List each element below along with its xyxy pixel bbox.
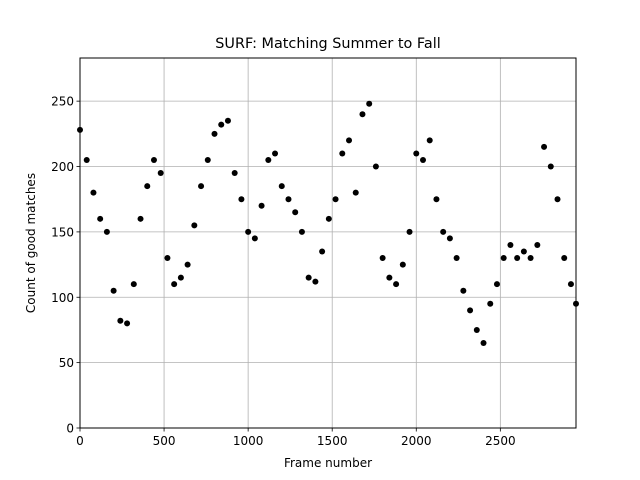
data-point xyxy=(419,156,426,163)
data-point xyxy=(130,281,137,288)
data-point xyxy=(110,287,117,294)
y-tick-label: 50 xyxy=(59,356,74,370)
data-point xyxy=(137,215,144,222)
data-point xyxy=(440,228,447,235)
data-point xyxy=(500,255,507,262)
data-point xyxy=(278,183,285,190)
data-point xyxy=(399,261,406,268)
x-tick-label: 1500 xyxy=(317,434,348,448)
x-tick-label: 2500 xyxy=(485,434,516,448)
y-tick-label: 200 xyxy=(51,160,74,174)
data-point xyxy=(238,196,245,203)
data-point xyxy=(480,340,487,347)
data-point xyxy=(285,196,292,203)
data-point xyxy=(251,235,258,242)
data-point xyxy=(372,163,379,170)
y-tick-label: 100 xyxy=(51,291,74,305)
data-point xyxy=(224,117,231,124)
data-point xyxy=(520,248,527,255)
data-point xyxy=(312,278,319,285)
data-point xyxy=(231,170,238,177)
data-point xyxy=(157,170,164,177)
chart-title: SURF: Matching Summer to Fall xyxy=(215,36,440,52)
data-point xyxy=(184,261,191,268)
x-tick-label: 500 xyxy=(153,434,176,448)
data-point xyxy=(514,255,521,262)
data-point xyxy=(406,228,413,235)
data-point xyxy=(359,111,366,118)
x-tick-label: 0 xyxy=(76,434,84,448)
data-point xyxy=(346,137,353,144)
data-point xyxy=(393,281,400,288)
data-point xyxy=(433,196,440,203)
data-point xyxy=(218,121,225,128)
data-point xyxy=(487,300,494,307)
data-points xyxy=(77,100,579,347)
data-point xyxy=(426,137,433,144)
y-tick-label: 250 xyxy=(51,95,74,109)
data-point xyxy=(453,255,460,262)
data-point xyxy=(446,235,453,242)
data-point xyxy=(473,326,480,333)
data-point xyxy=(305,274,312,281)
data-point xyxy=(554,196,561,203)
data-point xyxy=(272,150,279,157)
data-point xyxy=(103,228,110,235)
data-point xyxy=(117,317,124,324)
data-point xyxy=(97,215,104,222)
data-point xyxy=(541,143,548,150)
data-point xyxy=(177,274,184,281)
axis-ticks: 0 500 1000 1500 2000 2500 0 50 100 150 200 250 xyxy=(51,95,516,448)
data-point xyxy=(83,156,90,163)
data-point xyxy=(413,150,420,157)
data-point xyxy=(164,255,171,262)
data-point xyxy=(507,241,514,248)
data-point xyxy=(379,255,386,262)
data-point xyxy=(211,130,218,137)
data-point xyxy=(325,215,332,222)
data-point xyxy=(245,228,252,235)
data-point xyxy=(144,183,151,190)
data-point xyxy=(547,163,554,170)
x-axis-label: Frame number xyxy=(284,456,372,470)
data-point xyxy=(567,281,574,288)
data-point xyxy=(460,287,467,294)
data-point xyxy=(527,255,534,262)
plot-frame xyxy=(79,57,577,429)
x-tick-label: 1000 xyxy=(233,434,264,448)
data-point xyxy=(292,209,299,216)
data-point xyxy=(319,248,326,255)
data-point xyxy=(386,274,393,281)
data-point xyxy=(534,241,541,248)
y-tick-label: 150 xyxy=(51,225,74,239)
data-point xyxy=(90,189,97,196)
data-point xyxy=(467,307,474,314)
y-tick-label: 0 xyxy=(66,422,74,436)
data-point xyxy=(204,156,211,163)
data-point xyxy=(124,320,131,327)
data-point xyxy=(150,156,157,163)
data-point xyxy=(258,202,265,209)
data-point xyxy=(298,228,305,235)
data-point xyxy=(366,100,373,107)
data-point xyxy=(191,222,198,229)
y-axis-label: Count of good matches xyxy=(24,173,38,313)
data-point xyxy=(171,281,178,288)
x-tick-label: 2000 xyxy=(401,434,432,448)
data-point xyxy=(339,150,346,157)
data-point xyxy=(561,255,568,262)
data-point xyxy=(198,183,205,190)
data-point xyxy=(265,156,272,163)
data-point xyxy=(352,189,359,196)
data-point xyxy=(332,196,339,203)
data-point xyxy=(493,281,500,288)
